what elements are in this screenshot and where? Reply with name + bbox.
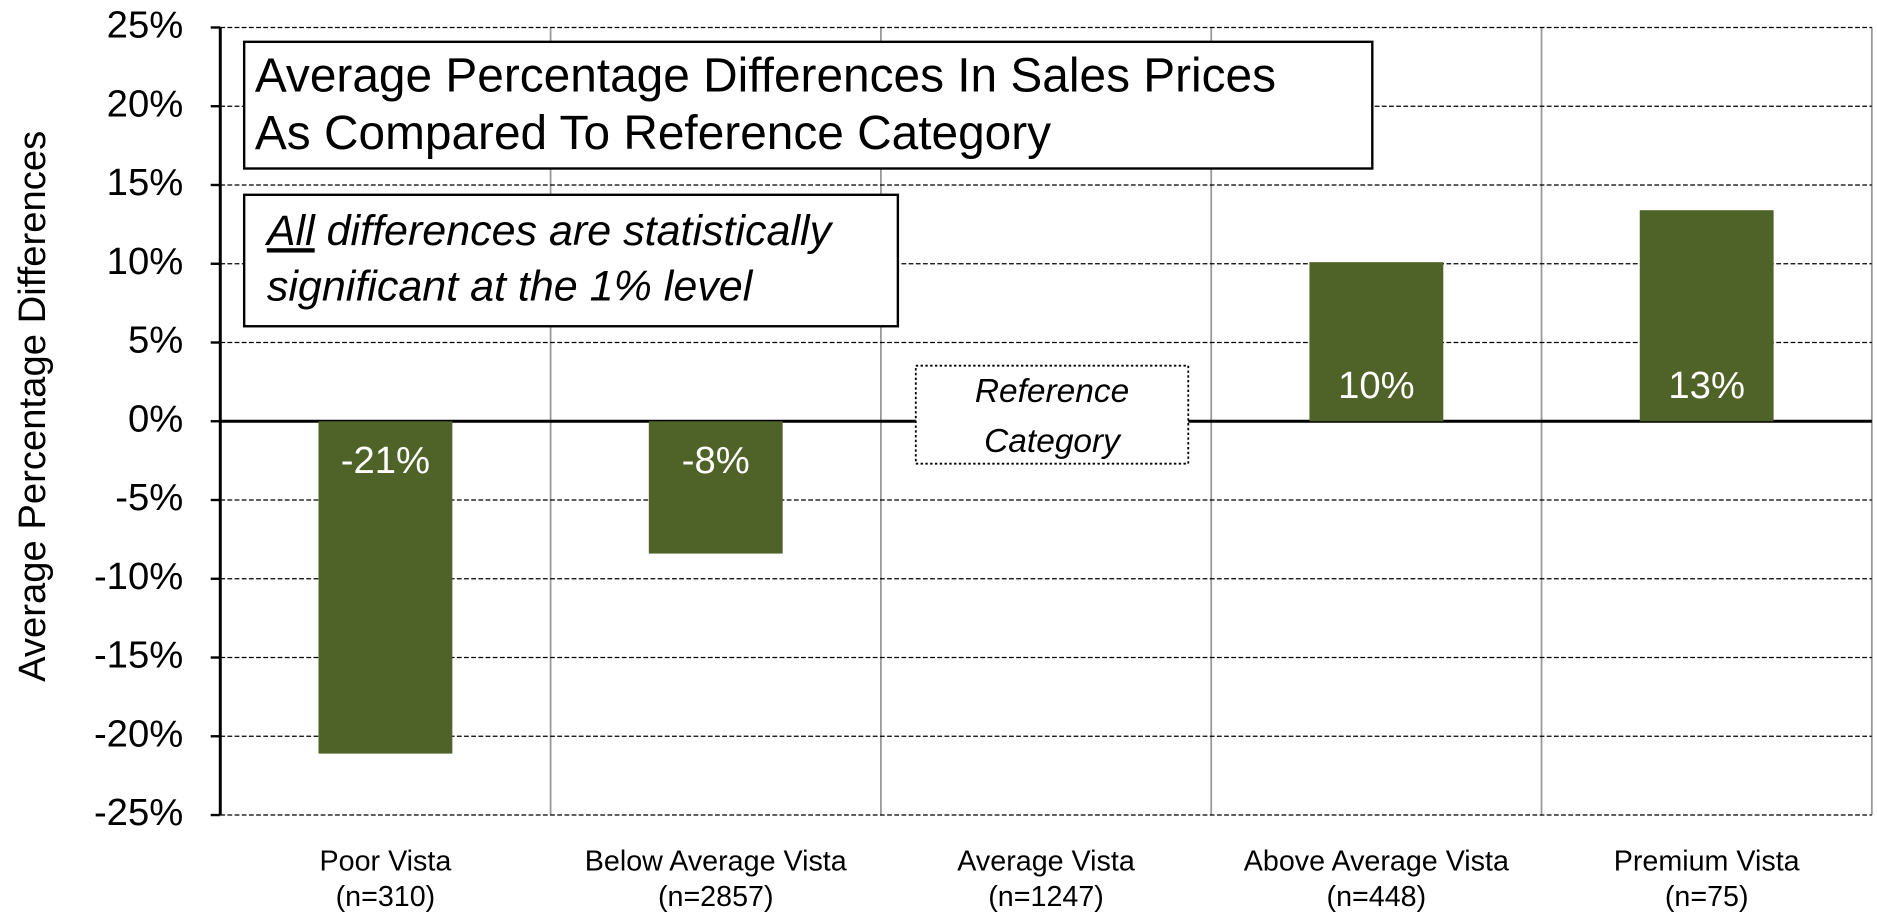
y-tick-label: 5% (128, 319, 183, 362)
note-text: differences are statistically (315, 208, 834, 256)
title-box (242, 40, 1374, 170)
y-tick-label: 10% (107, 240, 184, 283)
x-tick-label: Above Average Vista (1244, 845, 1509, 877)
bar (1309, 262, 1444, 422)
x-tick-label: (n=2857) (658, 881, 774, 913)
x-tick-label: (n=75) (1665, 881, 1749, 913)
value-label: -21% (341, 439, 430, 482)
x-tick-label: Poor Vista (320, 845, 452, 877)
y-tick-label: -25% (94, 791, 183, 834)
y-axis-label: Average Percentage Differences (11, 131, 54, 682)
value-label: 10% (1338, 364, 1415, 407)
x-tick-label: (n=1247) (988, 881, 1104, 913)
title-line: As Compared To Reference Category (255, 107, 1051, 160)
x-tick-label: (n=448) (1327, 881, 1427, 913)
x-tick-label: Below Average Vista (585, 845, 847, 877)
x-tick-label: Average Vista (957, 845, 1135, 877)
y-tick-label: 25% (107, 4, 184, 47)
reference-line: Category (984, 423, 1122, 460)
grid: -25% -20% -15% -10% -5% 0% 5% 10% 15% 20% 25% Poor … (94, 4, 1873, 913)
bar (1639, 210, 1774, 422)
note-box (242, 193, 900, 328)
x-tick-label: Premium Vista (1614, 845, 1800, 877)
y-tick-label: 15% (107, 161, 184, 204)
y-tick-label: -20% (94, 712, 183, 755)
value-label: 13% (1668, 364, 1745, 407)
note-line: significant at the 1% level (267, 263, 754, 311)
bar (648, 421, 783, 554)
y-tick-label: -10% (94, 555, 183, 598)
y-tick-label: 0% (128, 397, 183, 440)
bar (318, 421, 453, 754)
reference-line: Reference (975, 373, 1129, 410)
title-line: Average Percentage Differences In Sales … (255, 49, 1276, 102)
y-tick-label: -5% (115, 476, 183, 519)
note-emphasis: All (264, 208, 316, 256)
note-line: All differences are statistically (264, 208, 834, 256)
y-tick-label: -15% (94, 634, 183, 677)
y-tick-label: 20% (107, 82, 184, 125)
reference-box (914, 364, 1190, 465)
value-label: -8% (682, 439, 750, 482)
x-tick-label: (n=310) (336, 881, 436, 913)
marks: -21% -8% 10% 13% (318, 210, 1774, 754)
